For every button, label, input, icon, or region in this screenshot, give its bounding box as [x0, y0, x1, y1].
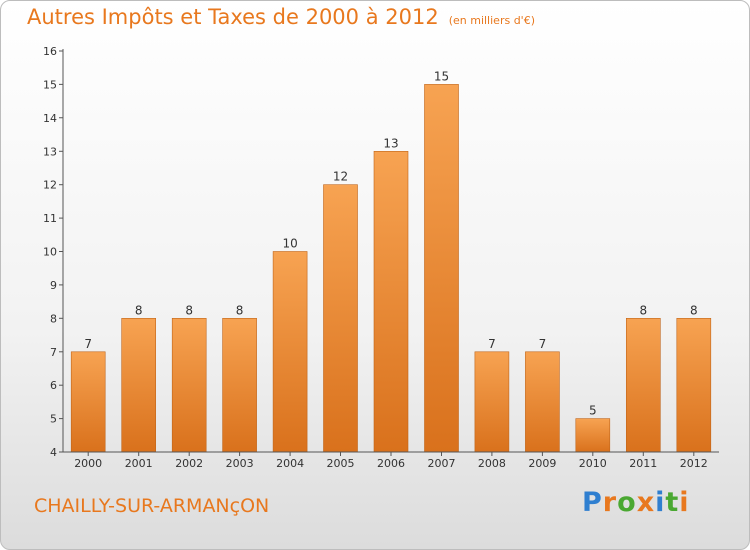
x-tick-label: 2008	[478, 457, 506, 470]
bar-value-label: 7	[84, 337, 92, 351]
y-tick-label: 9	[50, 279, 57, 292]
x-tick-label: 2006	[377, 457, 405, 470]
bar	[323, 184, 358, 453]
y-tick-label: 13	[43, 145, 57, 158]
bar	[373, 151, 409, 453]
x-tick-label: 2000	[74, 457, 102, 470]
logo-letter: x	[636, 487, 656, 518]
bar	[70, 351, 106, 453]
bar-value-label: 8	[639, 303, 647, 317]
logo-letter: o	[617, 487, 637, 518]
y-tick-label: 8	[50, 312, 57, 325]
logo-letter: P	[582, 487, 603, 518]
y-tick-label: 11	[43, 212, 57, 225]
y-tick-label: 15	[43, 78, 57, 91]
y-tick-label: 5	[50, 413, 57, 426]
x-tick-label: 2009	[528, 457, 556, 470]
commune-name: CHAILLY-SUR-ARMANçON	[34, 495, 270, 517]
x-tick-label: 2003	[226, 457, 254, 470]
bar-value-label: 8	[135, 303, 143, 317]
bar	[222, 317, 257, 453]
axes-group: 2000 2001 2002 2003 2004 2005 2006 2007 2008 2009…	[43, 45, 719, 470]
y-tick-label: 16	[43, 45, 57, 58]
x-tick-label: 2012	[680, 457, 708, 470]
bar-value-label: 8	[236, 303, 244, 317]
y-tick-label: 10	[43, 246, 57, 259]
bar-value-label: 5	[589, 404, 597, 418]
bar	[525, 351, 560, 453]
bar-value-label: 12	[333, 170, 348, 184]
bar-value-label: 8	[690, 303, 698, 317]
bar	[424, 84, 459, 453]
logo-letter: r	[602, 487, 618, 518]
bar	[575, 418, 611, 453]
bar-value-label: 7	[488, 337, 496, 351]
title-row: Autres Impôts et Taxes de 2000 à 2012 (en…	[27, 5, 535, 29]
x-tick-label: 2001	[125, 457, 153, 470]
bar-value-label: 13	[383, 136, 398, 150]
x-tick-label: 2007	[428, 457, 456, 470]
x-tick-label: 2002	[175, 457, 203, 470]
bar	[121, 317, 156, 453]
logo-letter: i	[655, 487, 666, 518]
proxiti-logo: Proxiti	[582, 487, 690, 518]
x-tick-label: 2005	[327, 457, 355, 470]
chart-title: Autres Impôts et Taxes de 2000 à 2012	[27, 5, 439, 29]
logo-letter: t	[665, 487, 680, 518]
y-tick-label: 12	[43, 179, 57, 192]
x-tick-label: 2011	[629, 457, 657, 470]
x-tick-label: 2004	[276, 457, 304, 470]
y-tick-label: 14	[43, 112, 57, 125]
bar	[474, 351, 510, 453]
bars-group: 7 8 8 8 10 12 13 15 7 7 5 8 8	[70, 69, 712, 453]
y-tick-label: 4	[50, 446, 57, 459]
y-tick-label: 6	[50, 379, 57, 392]
bar	[676, 317, 712, 453]
bar-value-label: 15	[434, 69, 449, 83]
bar-value-label: 8	[185, 303, 193, 317]
x-tick-label: 2010	[579, 457, 607, 470]
logo-letter: i	[679, 487, 690, 518]
y-tick-label: 7	[50, 346, 57, 359]
bar	[625, 317, 661, 453]
chart-subtitle: (en milliers d'€)	[448, 14, 535, 27]
bar	[272, 251, 308, 453]
bar	[171, 317, 207, 453]
bar-value-label: 10	[282, 237, 297, 251]
bar-value-label: 7	[539, 337, 547, 351]
